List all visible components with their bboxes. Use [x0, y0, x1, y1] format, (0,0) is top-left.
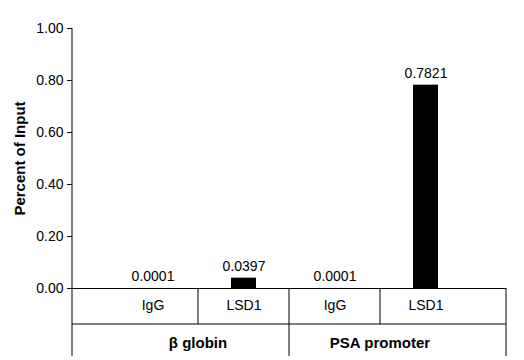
svg-text:0.60: 0.60: [36, 124, 63, 140]
svg-text:1.00: 1.00: [36, 20, 63, 36]
svg-text:0.20: 0.20: [36, 228, 63, 244]
svg-text:0.7821: 0.7821: [405, 65, 448, 81]
svg-text:0.40: 0.40: [36, 176, 63, 192]
svg-text:PSA promoter: PSA promoter: [330, 334, 430, 351]
svg-text:IgG: IgG: [142, 297, 165, 313]
svg-text:0.0397: 0.0397: [223, 258, 266, 274]
svg-text:0.0001: 0.0001: [314, 268, 357, 284]
svg-text:Percent of Input: Percent of Input: [11, 101, 28, 215]
svg-text:0.0001: 0.0001: [132, 268, 175, 284]
svg-text:LSD1: LSD1: [408, 297, 443, 313]
svg-text:0.80: 0.80: [36, 72, 63, 88]
svg-text:IgG: IgG: [324, 297, 347, 313]
svg-text:LSD1: LSD1: [226, 297, 261, 313]
svg-text:β globin: β globin: [169, 334, 227, 351]
svg-text:0.00: 0.00: [36, 280, 63, 296]
